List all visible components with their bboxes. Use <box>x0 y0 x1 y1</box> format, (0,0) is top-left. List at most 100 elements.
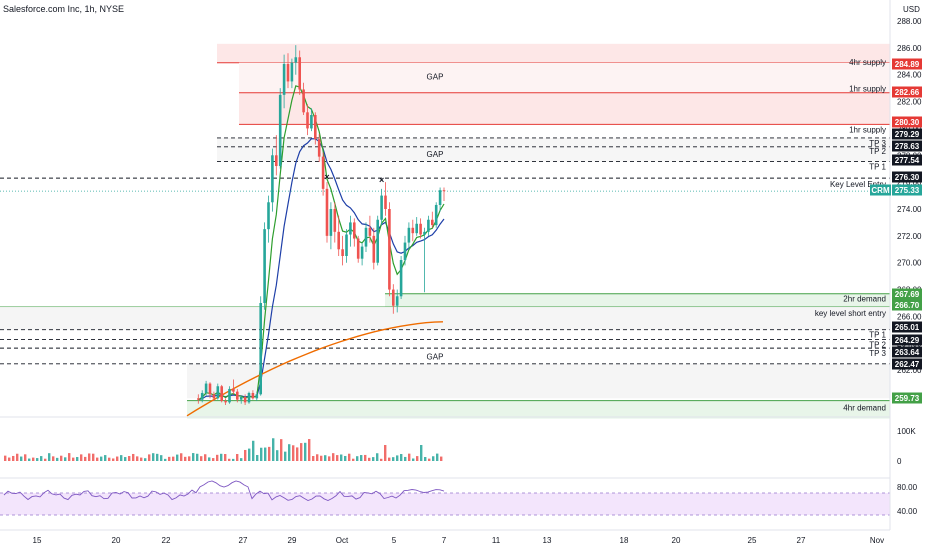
x-tick-label: 20 <box>112 536 121 545</box>
volume-bar <box>176 454 179 461</box>
volume-bar <box>32 457 35 461</box>
candle-body <box>243 397 247 403</box>
candle-body <box>212 394 216 399</box>
candle-body <box>442 190 446 192</box>
chart-title: Salesforce.com Inc, 1h, NYSE <box>3 4 124 14</box>
volume-tick-label: 100K <box>897 427 916 436</box>
x-tick-label: 18 <box>620 536 629 545</box>
volume-bar <box>76 457 79 461</box>
candle-body <box>208 383 212 395</box>
volume-bar <box>148 454 151 461</box>
currency-label: USD <box>903 5 920 14</box>
volume-bar <box>272 438 275 461</box>
symbol-tag-box <box>870 184 891 196</box>
y-tick-label: 282.00 <box>897 98 922 107</box>
volume-bar <box>220 453 223 461</box>
volume-bar <box>196 453 199 461</box>
volume-bar <box>80 454 83 461</box>
volume-bar <box>40 456 43 461</box>
volume-bar <box>228 458 231 461</box>
demand-zone-2hr <box>385 293 890 308</box>
volume-bar <box>436 453 439 461</box>
volume-bar <box>308 439 311 461</box>
volume-bar <box>132 453 135 461</box>
zones-layer <box>0 43 890 419</box>
volume-bar <box>84 456 87 461</box>
volume-bar <box>168 456 171 461</box>
price-tag-label: 280.30 <box>895 118 920 127</box>
volume-bar <box>56 457 59 461</box>
price-tag-label: 262.47 <box>895 360 920 369</box>
candle-body <box>282 63 286 95</box>
candle-body <box>356 238 360 259</box>
volume-bar <box>336 455 339 461</box>
volume-bar <box>24 454 27 461</box>
y-tick-label: 262.00 <box>897 366 922 375</box>
volume-bar <box>192 453 195 461</box>
candle-body <box>228 388 231 403</box>
y-tick-label: 284.00 <box>897 71 922 80</box>
candle-body <box>349 222 352 235</box>
volume-bar <box>4 455 7 461</box>
rsi-line <box>3 480 445 501</box>
tp1-label-lower: TP 1 <box>869 331 886 340</box>
rsi-band <box>0 493 890 515</box>
y-tick-label: 266.00 <box>897 312 922 321</box>
volume-bar <box>64 457 67 461</box>
volume-bar <box>352 458 355 461</box>
price-tag-label: 276.30 <box>895 173 920 182</box>
gap-zone-mid <box>217 137 890 162</box>
candle-body <box>431 219 434 226</box>
tp3-label-upper: TP 3 <box>869 139 886 148</box>
volume-bar <box>108 457 111 461</box>
volume-bar <box>432 456 435 461</box>
tp3-label-lower: TP 3 <box>869 349 886 358</box>
price-tag-box <box>892 392 922 404</box>
volume-bar <box>344 455 347 461</box>
candle-body <box>395 296 399 306</box>
tp2-label-lower: TP 2 <box>869 340 886 349</box>
demand-label-4hr: 4hr demand <box>843 404 886 413</box>
candle-body <box>325 188 329 236</box>
price-tag-box <box>892 346 922 358</box>
volume-bar <box>160 455 163 461</box>
demand-label-2hr: 2hr demand <box>843 295 886 304</box>
volume-bar <box>408 453 411 461</box>
volume-bar <box>252 440 255 461</box>
volume-bar <box>284 451 287 461</box>
rsi-tick-label: 40.00 <box>897 507 918 516</box>
volume-bar <box>380 458 383 461</box>
candle-body <box>267 202 270 230</box>
annotations-layer: 4hr supply 1hr supply 1hr supply 2hr demand… <box>427 58 887 413</box>
candle-body <box>236 391 239 400</box>
candle-body <box>232 388 235 392</box>
candle-body <box>204 383 208 393</box>
volume-bar <box>216 454 219 461</box>
price-tag-box <box>892 358 922 370</box>
volume-bar <box>328 456 331 461</box>
volume-bar <box>68 453 71 461</box>
y-tick-label: 286.00 <box>897 44 922 53</box>
price-tag-label: 278.63 <box>895 142 920 151</box>
x-tick-label: 27 <box>797 536 806 545</box>
volume-bar <box>100 456 103 461</box>
swing-high-marker: × <box>379 175 384 185</box>
price-tag-label: 266.70 <box>895 301 920 310</box>
level-lines-layer <box>0 137 890 365</box>
volume-bar <box>300 443 303 461</box>
candle-body <box>220 386 223 402</box>
price-tag-label: 279.29 <box>895 130 920 139</box>
candle-body <box>197 398 200 400</box>
time-axis[interactable]: 15 20 22 27 29 Oct 5 7 11 13 18 20 25 27 Nov <box>33 536 885 545</box>
volume-bar <box>364 454 367 461</box>
price-tag-box <box>892 86 922 98</box>
volume-bar <box>288 444 291 461</box>
x-tick-label: 27 <box>239 536 248 545</box>
price-tag-box <box>892 140 922 152</box>
candle-body <box>415 223 418 234</box>
volume-bar <box>412 458 415 461</box>
candle-body <box>329 209 333 236</box>
volume-bar <box>116 456 119 461</box>
price-tag-box <box>892 154 922 166</box>
volume-bar <box>44 458 47 461</box>
